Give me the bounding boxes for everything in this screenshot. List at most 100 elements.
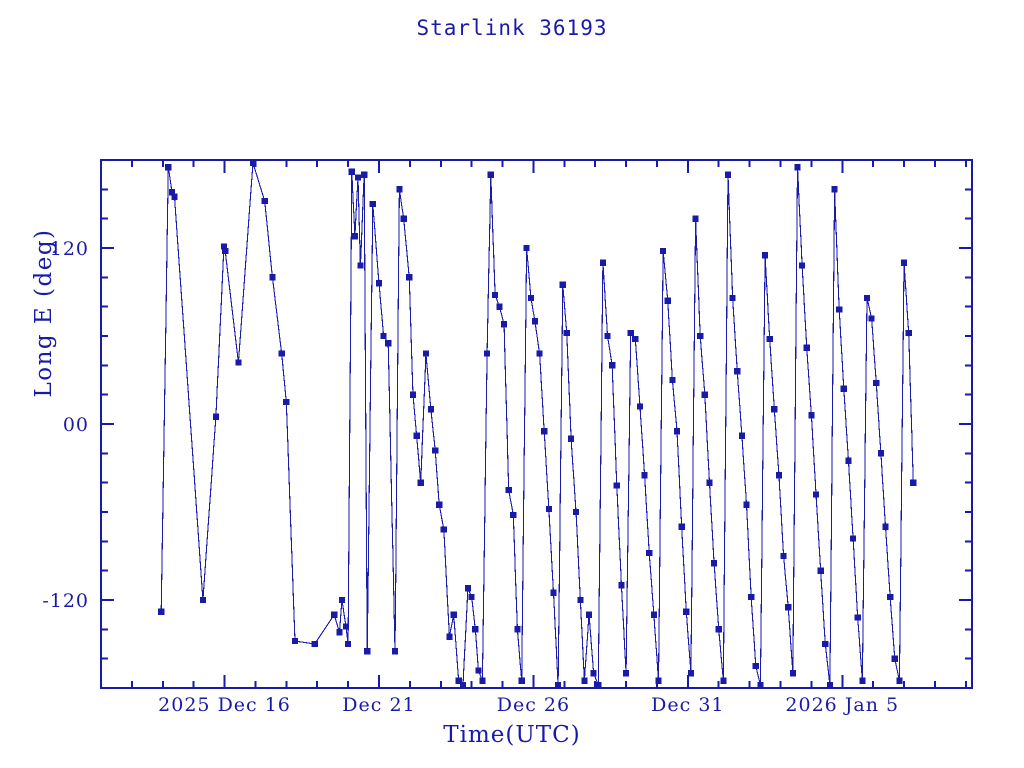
data-point-marker: [351, 233, 358, 240]
data-point-marker: [743, 501, 750, 508]
data-point-marker: [283, 398, 290, 406]
data-point-marker: [775, 472, 783, 479]
data-point-marker: [831, 186, 838, 193]
data-point-marker: [364, 648, 371, 655]
data-point-marker: [887, 594, 894, 601]
data-point-marker: [577, 596, 584, 604]
data-point-marker: [432, 447, 439, 454]
data-point-marker: [212, 413, 220, 420]
x-tick-label: Dec 26: [497, 694, 570, 716]
data-point-marker: [613, 482, 620, 489]
data-point-marker: [729, 294, 736, 301]
data-point-marker: [757, 682, 764, 689]
data-point-marker: [762, 252, 769, 259]
data-point-marker: [342, 623, 349, 630]
data-point-marker: [720, 677, 727, 684]
data-point-marker: [826, 682, 833, 689]
data-point-marker: [531, 318, 539, 325]
data-point-marker: [545, 506, 552, 513]
data-point-marker: [664, 297, 671, 304]
data-point-marker: [646, 550, 653, 557]
data-point-marker: [505, 486, 512, 494]
data-point-marker: [738, 432, 745, 439]
x-tick-label: Dec 31: [651, 694, 724, 716]
data-point-marker: [623, 670, 630, 677]
data-point-marker: [910, 479, 917, 486]
data-point-marker: [406, 274, 413, 281]
data-point-marker: [235, 359, 242, 366]
data-point-marker: [609, 362, 616, 369]
data-point-marker: [496, 303, 503, 310]
data-series-layer: [158, 159, 917, 689]
data-point-marker: [158, 608, 165, 615]
data-point-marker: [487, 171, 494, 178]
data-point-marker: [641, 472, 648, 479]
data-point-marker: [627, 330, 634, 337]
data-point-marker: [291, 638, 299, 645]
data-point-marker: [455, 677, 462, 684]
data-point-marker: [599, 259, 606, 266]
data-point-marker: [518, 677, 525, 684]
data-point-marker: [845, 457, 852, 464]
data-point-marker: [669, 376, 676, 384]
data-point-marker: [581, 677, 588, 684]
data-point-marker: [527, 294, 534, 301]
data-point-marker: [369, 200, 376, 208]
data-point-marker: [660, 247, 667, 255]
data-point-marker: [808, 412, 815, 419]
data-point-marker: [604, 332, 611, 340]
x-tick-label: Dec 21: [342, 694, 415, 716]
data-point-marker: [563, 330, 570, 337]
data-series: [158, 159, 917, 689]
data-point-marker: [734, 368, 741, 375]
data-point-marker: [678, 523, 685, 530]
data-point-marker: [701, 391, 708, 398]
data-point-marker: [868, 315, 875, 322]
data-point-marker: [711, 560, 718, 567]
data-point-marker: [336, 629, 343, 636]
data-point-marker: [541, 428, 548, 435]
data-point-marker: [450, 611, 457, 618]
tick-label-layer: 120 00 -120 2025 Dec 16 Dec 21 Dec 26 Dec 31 20…: [42, 238, 899, 716]
data-point-marker: [683, 608, 690, 615]
data-point-marker: [568, 435, 575, 442]
data-point-marker: [836, 306, 843, 313]
data-point-marker: [706, 479, 713, 486]
data-point-marker: [822, 640, 829, 648]
data-point-marker: [572, 508, 580, 516]
data-point-marker: [400, 215, 407, 222]
data-point-marker: [803, 344, 810, 351]
chart-title: Starlink 36193: [416, 16, 608, 40]
data-point-marker: [655, 677, 662, 684]
data-point-marker: [650, 611, 657, 618]
data-point-marker: [697, 332, 704, 340]
series-line: [160, 162, 914, 687]
data-point-marker: [514, 626, 521, 633]
data-point-marker: [590, 670, 597, 677]
data-point-marker: [585, 611, 593, 618]
data-point-marker: [222, 247, 229, 255]
data-point-marker: [269, 274, 276, 281]
data-point-marker: [375, 280, 383, 287]
data-point-marker: [357, 262, 364, 269]
data-point-marker: [817, 567, 824, 574]
data-point-marker: [484, 350, 491, 357]
plot-frame: [99, 158, 974, 690]
data-point-marker: [850, 535, 857, 542]
data-point-marker: [812, 491, 820, 498]
data-point-marker: [331, 611, 338, 618]
data-point-marker: [771, 406, 778, 413]
data-point-marker: [472, 626, 479, 633]
data-point-marker: [632, 335, 639, 342]
x-tick-label: 2026 Jan 5: [785, 694, 899, 716]
data-point-marker: [338, 596, 345, 604]
data-point-marker: [555, 682, 562, 689]
data-point-marker: [501, 321, 508, 328]
data-point-marker: [859, 677, 866, 684]
data-point-marker: [475, 667, 482, 674]
data-point-marker: [413, 432, 420, 439]
data-point-marker: [794, 164, 801, 171]
data-point-marker: [636, 403, 644, 410]
data-point-marker: [261, 198, 268, 205]
data-point-marker: [618, 582, 625, 589]
